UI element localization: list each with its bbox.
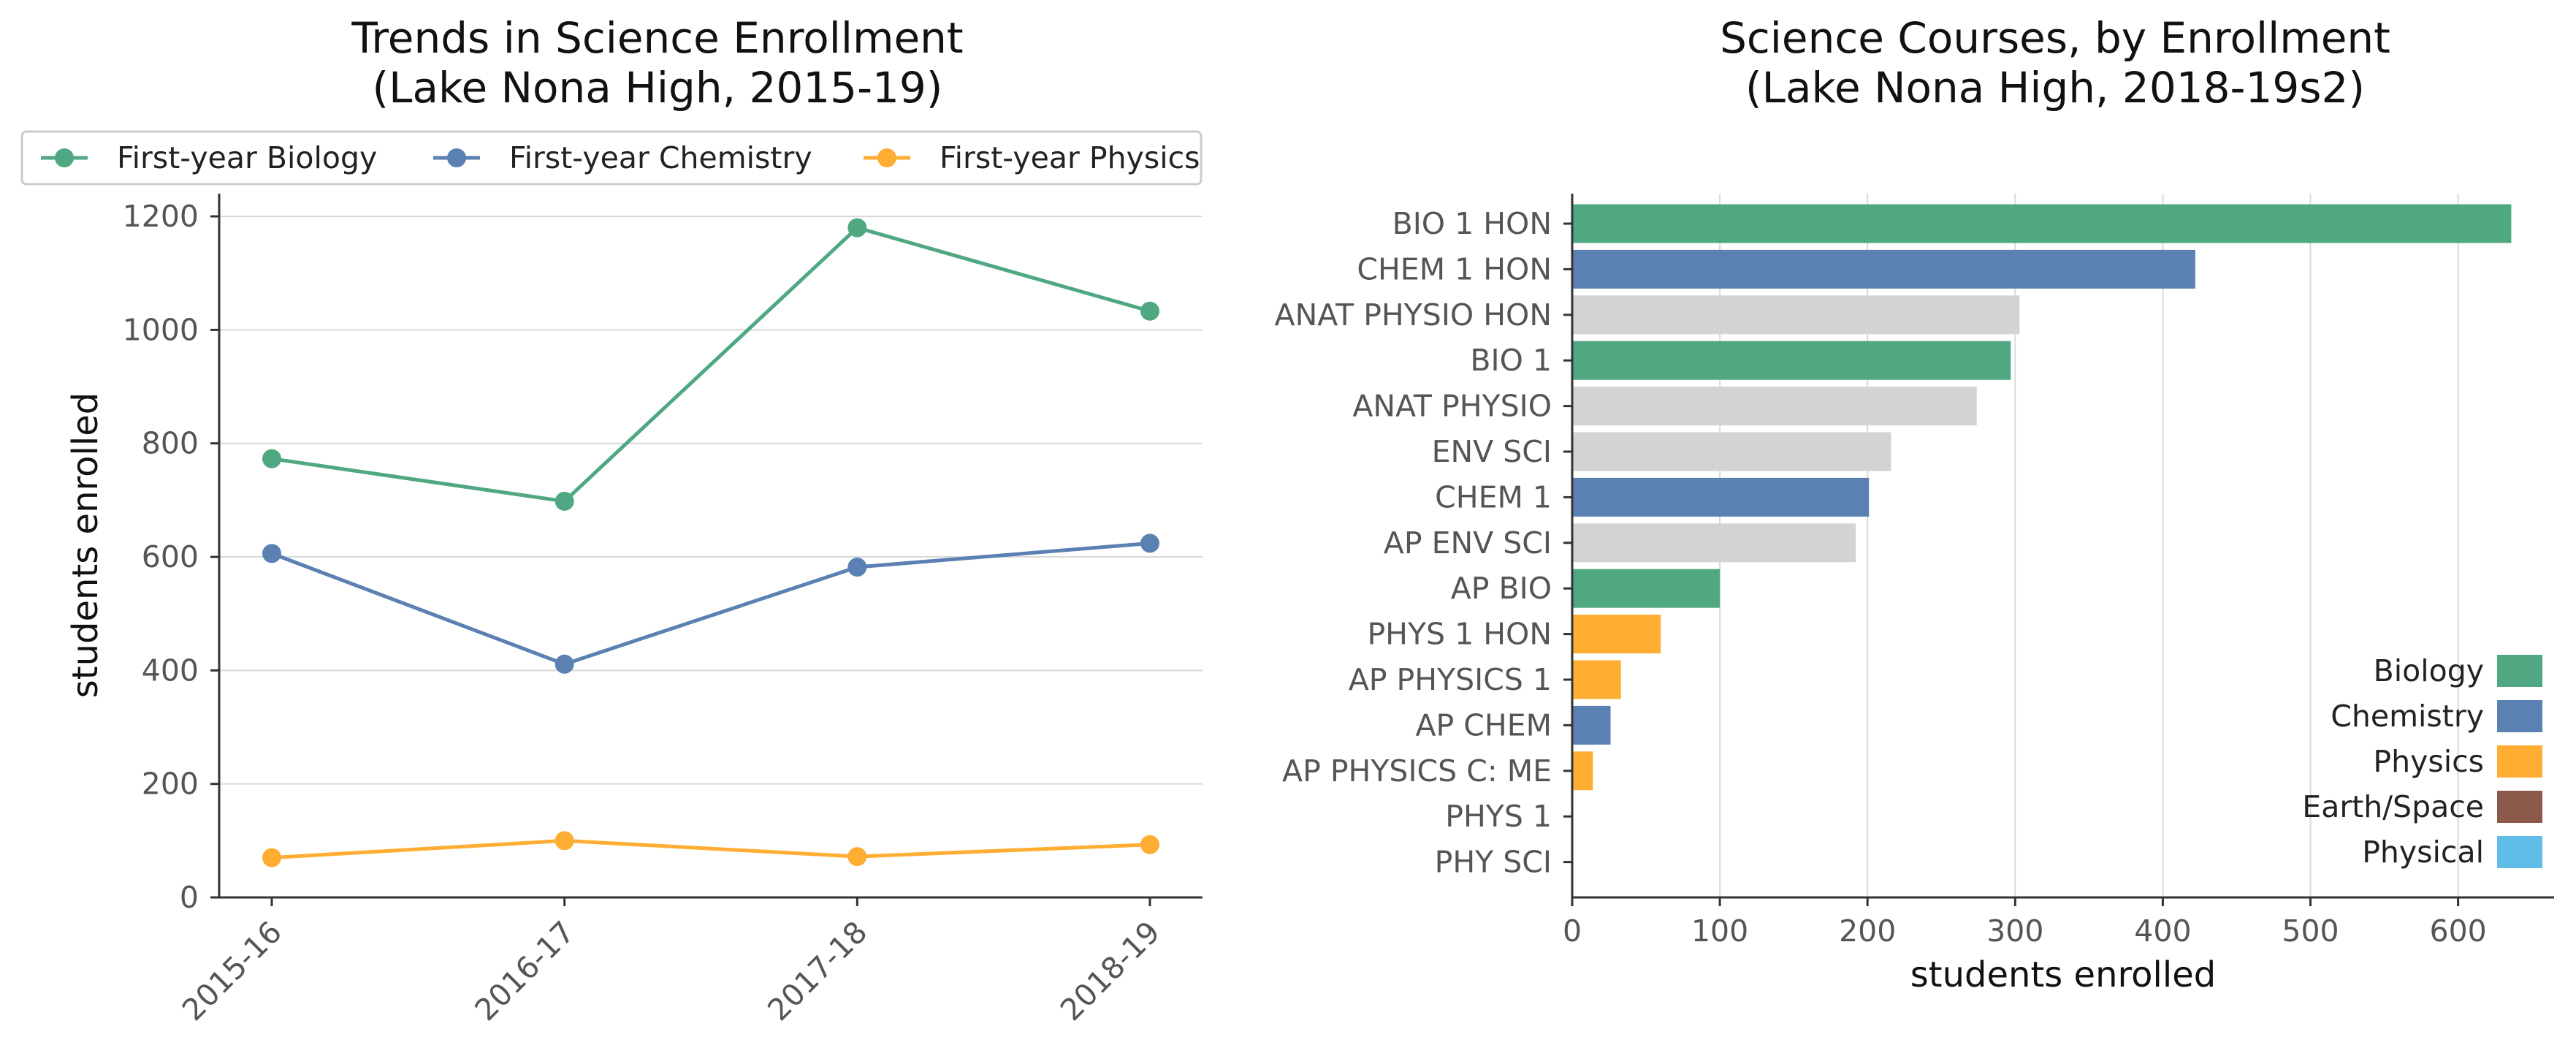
- bar-legend-swatch: [2497, 836, 2542, 868]
- bar-category-label: ANAT PHYSIO HON: [1275, 297, 1552, 333]
- bar-category-label: AP BIO: [1451, 571, 1552, 606]
- bar-category-label: PHYS 1: [1445, 799, 1552, 834]
- data-point: [1140, 533, 1159, 553]
- bar-category-label: BIO 1: [1470, 343, 1552, 378]
- legend-marker: [877, 148, 896, 167]
- data-point: [262, 848, 281, 867]
- bar: [1572, 660, 1621, 699]
- line-x-tick-label: 2015-16: [175, 914, 289, 1027]
- line-x-tick-label: 2017-18: [761, 914, 874, 1027]
- bar-legend-swatch: [2497, 745, 2542, 778]
- bar-legend-label: Physical: [2362, 835, 2484, 870]
- line-chart: Trends in Science Enrollment (Lake Nona …: [20, 13, 1203, 1027]
- bar-legend-label: Physics: [2373, 744, 2484, 779]
- bar: [1572, 477, 1870, 517]
- bar: [1572, 569, 1720, 608]
- bar-category-label: PHYS 1 HON: [1367, 617, 1552, 652]
- legend-label: First-year Biology: [117, 140, 377, 175]
- data-point: [555, 491, 574, 511]
- bar-legend-label: Chemistry: [2331, 699, 2484, 734]
- line-y-tick-label: 400: [142, 653, 199, 688]
- bar-category-label: PHY SCI: [1435, 845, 1552, 880]
- bar-category-label: CHEM 1: [1435, 479, 1552, 514]
- bar-x-tick-label: 200: [1839, 913, 1896, 949]
- legend-marker: [447, 148, 466, 167]
- bar-category-label: AP PHYSICS C: ME: [1282, 753, 1552, 789]
- bar: [1572, 615, 1661, 654]
- bar-category-label: CHEM 1 HON: [1357, 251, 1552, 286]
- data-point: [262, 449, 281, 468]
- data-point: [1140, 301, 1159, 321]
- line-y-tick-label: 0: [180, 880, 199, 915]
- data-point: [847, 558, 867, 577]
- line-y-tick-label: 1000: [123, 312, 199, 347]
- bar: [1572, 705, 1611, 745]
- line-chart-title: Trends in Science Enrollment: [351, 13, 963, 63]
- line-y-tick-label: 200: [142, 767, 199, 802]
- bar-legend-label: Earth/Space: [2302, 789, 2484, 824]
- bar-legend-label: Biology: [2374, 653, 2484, 688]
- bar: [1572, 523, 1856, 563]
- bar-legend-swatch: [2497, 655, 2542, 687]
- bar-chart: Science Courses, by Enrollment (Lake Non…: [1275, 13, 2554, 995]
- line-y-tick-label: 800: [142, 426, 199, 461]
- bar-x-tick-label: 600: [2429, 913, 2486, 949]
- bar-category-label: AP CHEM: [1415, 707, 1552, 742]
- bar: [1572, 295, 2020, 335]
- bar-category-label: AP PHYSICS 1: [1349, 662, 1552, 697]
- line-y-axis-label: students enrolled: [65, 392, 106, 698]
- line-chart-subtitle: (Lake Nona High, 2015-19): [373, 63, 943, 113]
- bar-category-label: AP ENV SCI: [1384, 525, 1552, 561]
- line-y-tick-label: 600: [142, 539, 199, 574]
- bar-chart-subtitle: (Lake Nona High, 2018-19s2): [1745, 63, 2365, 113]
- data-point: [555, 831, 574, 851]
- bar: [1572, 341, 2011, 380]
- bar-x-tick-label: 500: [2282, 913, 2339, 949]
- data-point: [847, 847, 867, 867]
- series-line: [271, 838, 1151, 860]
- line-legend: First-year Biology First-year Chemistry Fi…: [20, 130, 1203, 186]
- bar: [1572, 387, 1977, 426]
- data-point: [262, 544, 281, 563]
- bar-x-tick-label: 400: [2134, 913, 2191, 949]
- bar-category-label: ENV SCI: [1432, 434, 1552, 469]
- data-point: [1140, 835, 1159, 854]
- bar-x-axis-label: students enrolled: [1910, 954, 2216, 995]
- series-line: [271, 225, 1151, 504]
- line-y-tick-label: 1200: [123, 199, 199, 234]
- legend-label: First-year Chemistry: [509, 140, 812, 175]
- bar-x-tick-label: 300: [1986, 913, 2043, 949]
- series-line: [271, 541, 1151, 666]
- bar: [1572, 751, 1593, 791]
- bar: [1572, 432, 1891, 471]
- line-legend-box: [20, 130, 1203, 186]
- bar-legend-swatch: [2497, 700, 2542, 732]
- legend-label: First-year Physics: [940, 140, 1200, 175]
- bar-chart-title: Science Courses, by Enrollment: [1720, 13, 2390, 63]
- line-x-tick-label: 2018-19: [1053, 914, 1167, 1027]
- bar-category-label: BIO 1 HON: [1392, 206, 1552, 241]
- line-x-tick-label: 2016-17: [468, 914, 582, 1027]
- legend-marker: [55, 148, 74, 167]
- bar-category-label: ANAT PHYSIO: [1352, 389, 1552, 424]
- bar: [1572, 249, 2195, 289]
- bar-legend-swatch: [2497, 791, 2542, 823]
- data-point: [847, 218, 867, 238]
- bar-x-tick-label: 100: [1691, 913, 1748, 949]
- bar: [1572, 204, 2512, 243]
- data-point: [555, 654, 574, 674]
- bar-x-tick-label: 0: [1563, 913, 1582, 949]
